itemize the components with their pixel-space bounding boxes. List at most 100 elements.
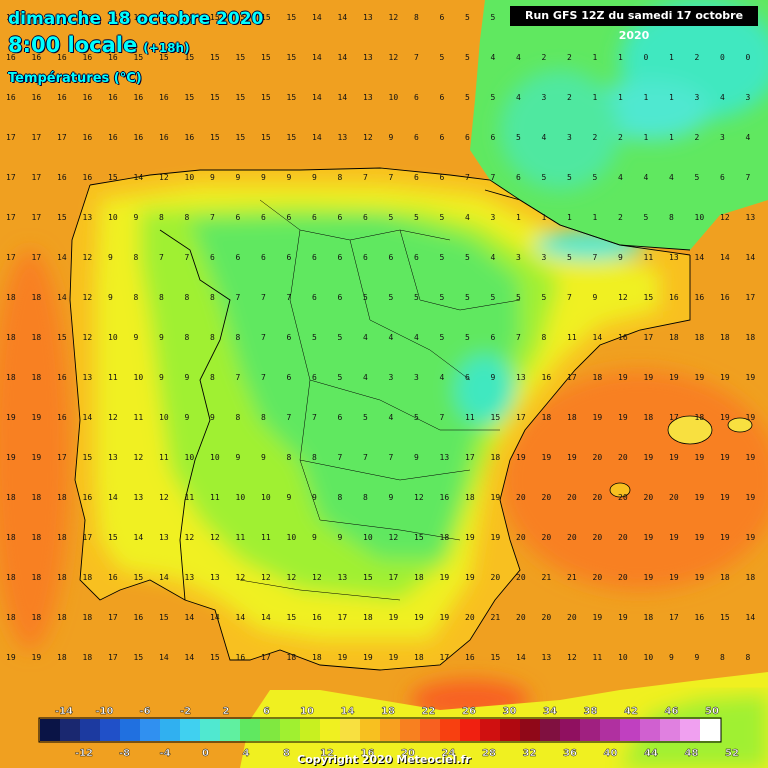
grid-value: 14 (593, 333, 603, 342)
grid-value: 19 (6, 413, 16, 422)
grid-value: 5 (440, 253, 445, 262)
grid-value: 14 (185, 653, 195, 662)
france-border (484, 189, 691, 251)
grid-value: 9 (134, 213, 139, 222)
grid-value: 15 (159, 13, 169, 22)
grid-value: 19 (32, 413, 42, 422)
grid-value: 12 (618, 293, 628, 302)
grid-value: 15 (210, 53, 220, 62)
grid-value: 9 (159, 333, 164, 342)
grid-value: 11 (261, 533, 271, 542)
grid-value: 7 (491, 173, 496, 182)
grid-value: 19 (593, 613, 603, 622)
legend-tick-top: 18 (381, 706, 395, 717)
grid-value: 12 (83, 333, 93, 342)
legend-color-cell (200, 719, 221, 741)
grid-value: 9 (236, 453, 241, 462)
grid-value: 8 (134, 293, 139, 302)
grid-value: 1 (644, 133, 649, 142)
grid-value: 13 (516, 373, 526, 382)
grid-value: 6 (414, 253, 419, 262)
grid-value: 20 (567, 493, 577, 502)
grid-value: 4 (618, 173, 623, 182)
grid-value: 6 (312, 373, 317, 382)
grid-value: 6 (287, 333, 292, 342)
grid-value: 9 (389, 493, 394, 502)
grid-value: 19 (491, 493, 501, 502)
grid-value: 5 (414, 293, 419, 302)
grid-value: 5 (567, 253, 572, 262)
grid-value: 16 (6, 13, 16, 22)
grid-value: 17 (746, 293, 756, 302)
grid-value: 16 (83, 493, 93, 502)
grid-value: 5 (567, 173, 572, 182)
grid-value: 7 (465, 173, 470, 182)
grid-value: 18 (32, 293, 42, 302)
grid-value: 12 (236, 573, 246, 582)
grid-value: 9 (159, 373, 164, 382)
grid-value: 21 (542, 573, 552, 582)
grid-value: 19 (695, 573, 705, 582)
grid-value: 12 (414, 493, 424, 502)
grid-value: 12 (312, 573, 322, 582)
grid-value: 16 (57, 373, 67, 382)
grid-value: 5 (695, 173, 700, 182)
grid-value: 19 (720, 373, 730, 382)
grid-value: 14 (159, 573, 169, 582)
grid-value: 19 (669, 573, 679, 582)
grid-value: 8 (669, 213, 674, 222)
grid-value: 3 (567, 133, 572, 142)
grid-value: 7 (414, 53, 419, 62)
grid-value: 18 (57, 653, 67, 662)
land-cool-zone (190, 215, 520, 560)
grid-value: 1 (593, 213, 598, 222)
grid-value: 4 (414, 333, 419, 342)
legend-tick-bottom: 20 (401, 748, 415, 759)
grid-value: 9 (618, 253, 623, 262)
grid-value: 16 (108, 573, 118, 582)
grid-value: 15 (108, 533, 118, 542)
grid-value: 6 (440, 133, 445, 142)
grid-value: 5 (465, 253, 470, 262)
grid-value: 17 (465, 453, 475, 462)
grid-value: 18 (465, 493, 475, 502)
grid-value: 9 (491, 373, 496, 382)
grid-value: 9 (338, 533, 343, 542)
grid-value: 12 (134, 453, 144, 462)
grid-value: 9 (185, 413, 190, 422)
grid-value: 19 (363, 653, 373, 662)
legend-color-cell (560, 719, 581, 741)
grid-value: 13 (363, 93, 373, 102)
grid-value: 13 (363, 53, 373, 62)
grid-value: 19 (644, 573, 654, 582)
grid-value: 7 (440, 413, 445, 422)
grid-value: 19 (516, 453, 526, 462)
legend-tick-bottom: -8 (119, 748, 130, 759)
grid-value: 12 (261, 573, 271, 582)
grid-value: 16 (542, 373, 552, 382)
grid-value: 12 (389, 13, 399, 22)
grid-value: 2 (567, 53, 572, 62)
grid-value: 6 (440, 13, 445, 22)
grid-value: 21 (567, 573, 577, 582)
grid-value: 17 (32, 253, 42, 262)
grid-value: 18 (32, 333, 42, 342)
legend-color-cell (260, 719, 281, 741)
grid-value: 16 (695, 293, 705, 302)
grid-value: 12 (389, 53, 399, 62)
grid-value: 12 (83, 253, 93, 262)
iberian-peninsula (70, 0, 768, 768)
grid-value: 20 (593, 573, 603, 582)
grid-value: 5 (440, 213, 445, 222)
grid-value: 20 (618, 493, 628, 502)
grid-value: 8 (236, 413, 241, 422)
grid-value: 10 (287, 533, 297, 542)
grid-value: 5 (465, 53, 470, 62)
legend-color-cell (620, 719, 641, 741)
grid-value: 5 (363, 413, 368, 422)
grid-value: 15 (83, 453, 93, 462)
grid-value: 11 (644, 253, 654, 262)
legend-tick-bottom: 8 (283, 748, 290, 759)
legend-bottom-labels: -12 -8 -4 0 4 8 12 16 20 24 28 32 36 40 44 48 52 (75, 748, 739, 759)
